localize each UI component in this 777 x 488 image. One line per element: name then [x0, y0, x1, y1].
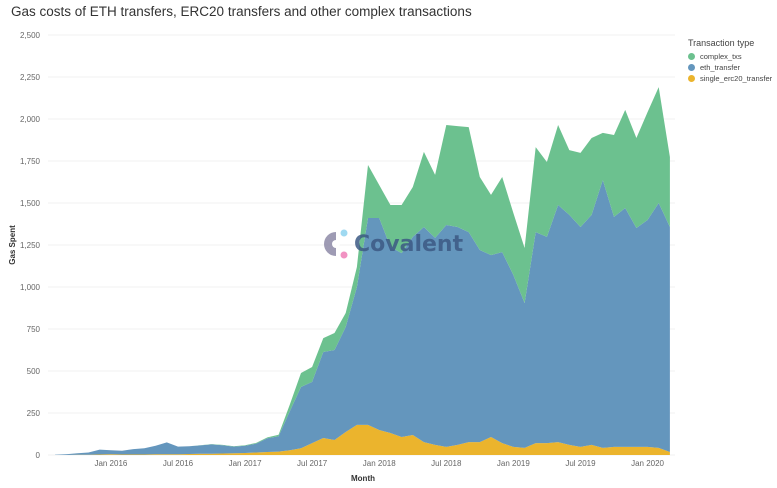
legend-swatch — [688, 53, 695, 60]
chart-title: Gas costs of ETH transfers, ERC20 transf… — [11, 4, 472, 19]
covalent-logo-icon — [324, 229, 348, 259]
y-tick-label: 1,250 — [20, 241, 41, 250]
legend-swatch — [688, 64, 695, 71]
y-tick-label: 750 — [27, 325, 41, 334]
y-axis-label: Gas Spent — [8, 225, 17, 265]
x-tick-label: Jan 2020 — [631, 459, 664, 468]
legend-swatch — [688, 75, 695, 82]
x-tick-label: Jul 2017 — [297, 459, 328, 468]
legend-label: single_erc20_transfer — [700, 74, 773, 83]
y-tick-label: 2,250 — [20, 73, 41, 82]
covalent-watermark: Covalent — [322, 227, 463, 261]
y-tick-label: 2,500 — [20, 31, 41, 40]
x-tick-label: Jan 2017 — [229, 459, 262, 468]
legend-item-erc20-transfer[interactable]: single_erc20_transfer — [688, 73, 772, 84]
watermark-text: Covalent — [354, 231, 464, 257]
legend-title: Transaction type — [688, 38, 755, 48]
legend-item-complex-txs[interactable]: complex_txs — [688, 51, 772, 62]
y-tick-label: 1,500 — [20, 199, 41, 208]
legend-item-eth-transfer[interactable]: eth_transfer — [688, 62, 772, 73]
x-tick-label: Jan 2019 — [497, 459, 530, 468]
legend-label: eth_transfer — [700, 63, 741, 72]
y-tick-label: 2,000 — [20, 115, 41, 124]
areas — [55, 87, 670, 455]
area-single-erc20-transfer[interactable] — [55, 424, 670, 455]
x-tick-label: Jan 2016 — [94, 459, 127, 468]
x-tick-label: Jul 2016 — [163, 459, 194, 468]
x-axis-ticks: Jan 2016 Jul 2016 Jan 2017 Jul 2017 Jan 2018… — [94, 459, 664, 468]
y-tick-label: 250 — [27, 409, 41, 418]
y-tick-label: 1,000 — [20, 283, 41, 292]
x-tick-label: Jul 2018 — [431, 459, 462, 468]
y-tick-label: 0 — [36, 451, 41, 460]
legend: Transaction type complex_txs eth_transfe… — [688, 38, 772, 84]
x-tick-label: Jan 2018 — [363, 459, 396, 468]
x-axis-label: Month — [351, 474, 375, 483]
y-tick-label: 500 — [27, 367, 41, 376]
x-tick-label: Jul 2019 — [565, 459, 596, 468]
area-eth-transfer[interactable] — [55, 180, 670, 455]
legend-label: complex_txs — [700, 52, 742, 61]
y-tick-label: 1,750 — [20, 157, 41, 166]
y-axis-ticks: 0 250 500 750 1,000 1,250 1,500 1,750 2,000 2,250… — [20, 31, 41, 460]
